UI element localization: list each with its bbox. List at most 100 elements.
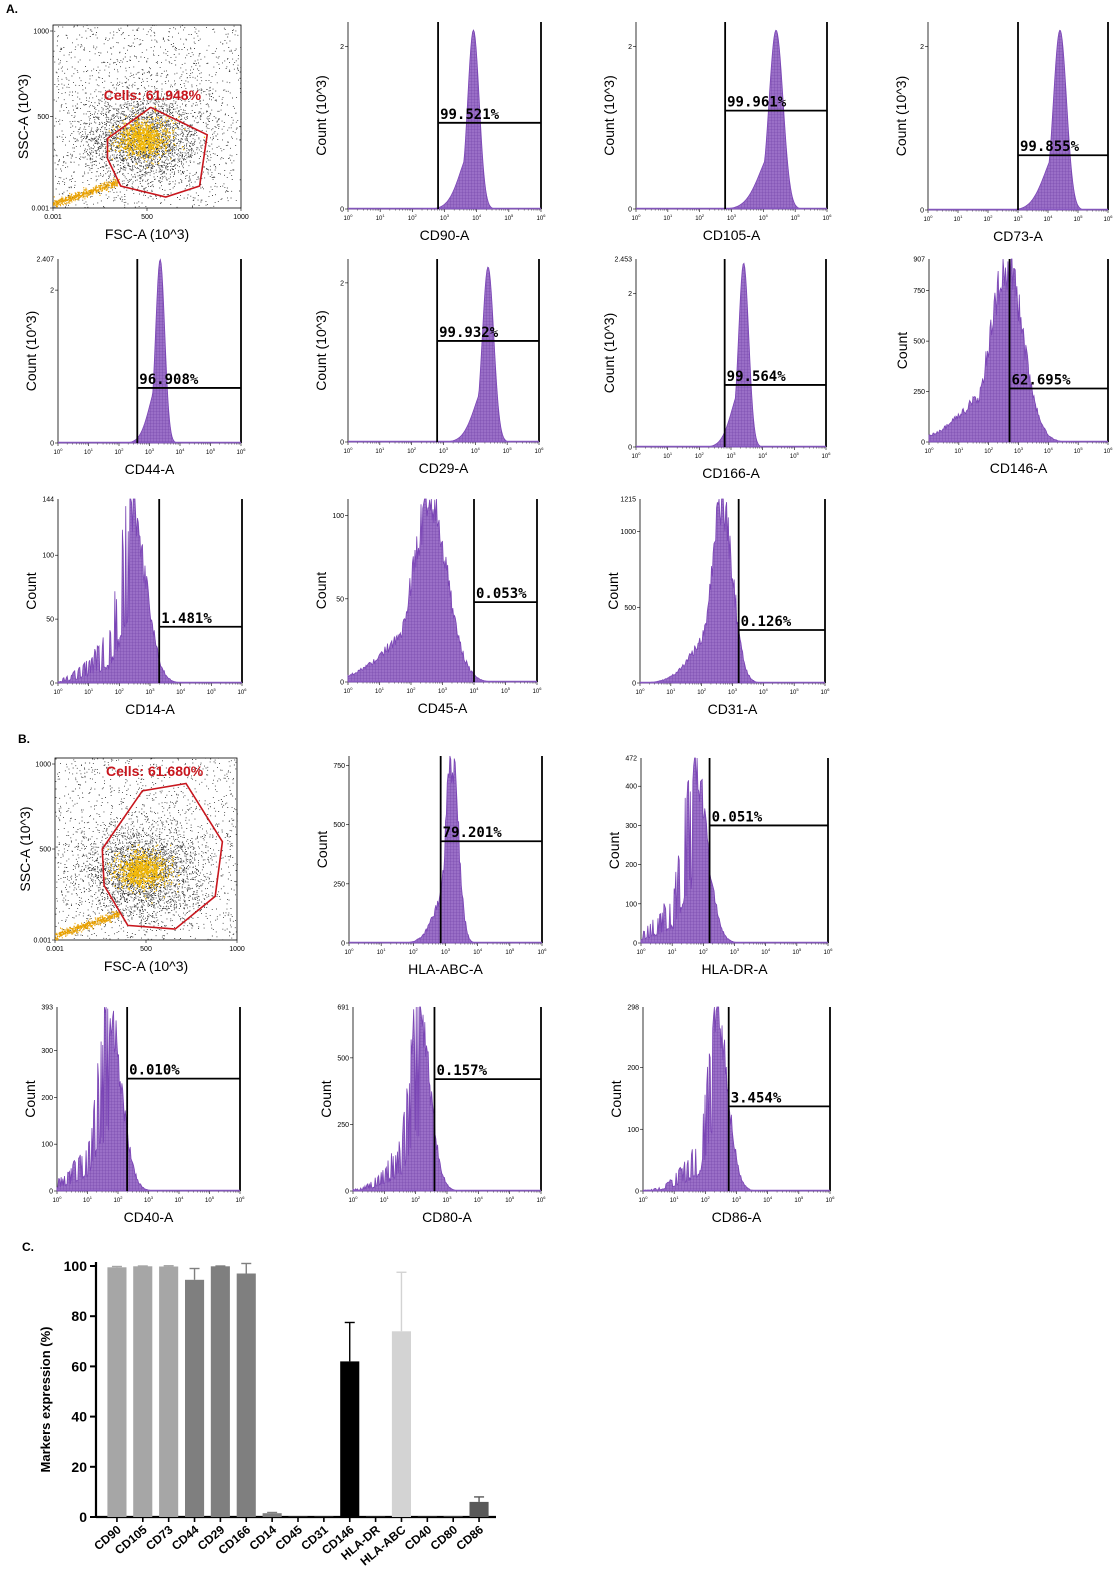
y-tick-label: 0 bbox=[49, 1189, 53, 1196]
y-tick-label: 0 bbox=[50, 681, 54, 688]
y-tick-label: 400 bbox=[625, 784, 637, 791]
y-tick-label: 0 bbox=[79, 1509, 87, 1525]
y-tick-label: 250 bbox=[913, 389, 925, 396]
bar-cd86 bbox=[469, 1501, 489, 1517]
x-axis-label: HLA-ABC-A bbox=[408, 961, 483, 977]
x-tick-label: 106 bbox=[537, 1195, 547, 1204]
x-tick-label: 101 bbox=[670, 1195, 680, 1204]
x-tick-label: 102 bbox=[701, 1195, 711, 1204]
x-axis-label: CD73-A bbox=[993, 228, 1043, 244]
y-tick-label: 50 bbox=[336, 596, 344, 603]
y-tick-label: 750 bbox=[913, 288, 925, 295]
x-tick-label: 102 bbox=[695, 451, 705, 460]
histogram-cd80: 100 101 102 103 104 105 106 0 250 500 691 0.157% CD8… bbox=[318, 1005, 546, 1226]
x-tick-label: 104 bbox=[472, 213, 482, 222]
x-axis-label: FSC-A (10^3) bbox=[105, 226, 189, 242]
y-tick-label: 100 bbox=[332, 513, 344, 520]
y-tick-label: 0 bbox=[340, 207, 344, 214]
x-tick-label: 103 bbox=[145, 447, 155, 456]
y-tick-label: 250 bbox=[333, 881, 345, 888]
y-axis-label: Count (10^3) bbox=[313, 310, 329, 391]
x-tick-label: 102 bbox=[699, 947, 709, 956]
y-tick-label: 2 bbox=[628, 44, 632, 51]
bar-hla-abc bbox=[391, 1331, 411, 1517]
x-tick-label: 104 bbox=[758, 451, 768, 460]
x-axis-label: CD14-A bbox=[125, 701, 175, 717]
y-axis-label: Count bbox=[606, 832, 622, 869]
bar-cd73 bbox=[159, 1266, 179, 1517]
y-axis-label: Count (10^3) bbox=[313, 75, 329, 156]
bar-cd166 bbox=[236, 1273, 256, 1517]
gate-percent-label: 99.564% bbox=[727, 369, 787, 385]
x-axis-label: CD40-A bbox=[124, 1209, 174, 1225]
y-tick-label: 2 bbox=[920, 44, 924, 51]
y-tick-label: 0 bbox=[632, 681, 636, 688]
x-tick-label: 103 bbox=[727, 451, 737, 460]
x-tick-label: 103 bbox=[440, 213, 450, 222]
x-tick-label: 106 bbox=[238, 687, 248, 696]
category-label-cd86: CD86 bbox=[453, 1522, 486, 1553]
x-tick-label: 103 bbox=[439, 446, 449, 455]
x-tick-label: 105 bbox=[205, 1195, 215, 1204]
x-tick-label: 101 bbox=[954, 446, 964, 455]
scatter-b-scatter: Cells: 61.680% 0.001 500 1000 0.001 500 1000 FS… bbox=[17, 757, 245, 974]
gate-label: Cells: 61.948% bbox=[104, 87, 202, 103]
y-tick-label: 300 bbox=[625, 823, 637, 830]
y-axis-label: Count bbox=[605, 572, 621, 609]
x-tick-label: 1000 bbox=[233, 214, 249, 221]
y-tick-label: 100 bbox=[42, 553, 54, 560]
x-tick-label: 103 bbox=[732, 1195, 742, 1204]
x-axis-label: CD86-A bbox=[712, 1209, 762, 1225]
x-tick-label: 500 bbox=[141, 214, 153, 221]
x-tick-label: 105 bbox=[1074, 446, 1084, 455]
debris-dots bbox=[53, 177, 120, 208]
x-tick-label: 104 bbox=[759, 213, 769, 222]
histogram-cd31: 100 101 102 103 104 105 106 0 500 1000 1215 0.126% C… bbox=[605, 497, 830, 718]
x-tick-label: 101 bbox=[375, 446, 385, 455]
x-tick-label: 103 bbox=[441, 947, 451, 956]
bar-cd90 bbox=[107, 1267, 127, 1517]
x-tick-label: 106 bbox=[822, 451, 832, 460]
x-tick-label: 100 bbox=[924, 214, 934, 223]
gate-percent-label: 99.961% bbox=[727, 95, 787, 111]
y-tick-label: 20 bbox=[71, 1459, 87, 1475]
x-tick-label: 101 bbox=[83, 1195, 93, 1204]
histogram-area bbox=[58, 258, 241, 444]
histogram-cd86: 10010110210310410510601002002983.454%CD8… bbox=[608, 1005, 835, 1226]
x-tick-label: 105 bbox=[792, 947, 802, 956]
x-axis-label: FSC-A (10^3) bbox=[104, 958, 188, 974]
x-tick-label: 105 bbox=[791, 213, 801, 222]
cell-gate-polygon bbox=[106, 106, 209, 198]
x-tick-label: 104 bbox=[474, 1195, 484, 1204]
y-tick-label: 60 bbox=[71, 1358, 87, 1374]
x-axis-label: CD31-A bbox=[708, 701, 758, 717]
y-tick-label: 100 bbox=[625, 901, 637, 908]
x-tick-label: 101 bbox=[84, 687, 94, 696]
category-label-cd40: CD40 bbox=[402, 1522, 435, 1553]
gate-percent-label: 99.521% bbox=[440, 107, 500, 123]
x-tick-label: 103 bbox=[443, 1195, 453, 1204]
x-axis-label: CD166-A bbox=[702, 465, 760, 481]
gate-percent-label: 96.908% bbox=[139, 372, 199, 388]
y-axis-label: Count (10^3) bbox=[23, 311, 39, 392]
x-tick-label: 105 bbox=[501, 686, 511, 695]
y-max-label: 2.453 bbox=[614, 257, 632, 264]
x-tick-label: 103 bbox=[727, 213, 737, 222]
panel-label-b: B. bbox=[18, 732, 30, 746]
cell-gate-polygon bbox=[101, 782, 224, 930]
bar-cd29 bbox=[210, 1266, 230, 1517]
x-axis-label: CD146-A bbox=[990, 460, 1048, 476]
x-tick-label: 101 bbox=[663, 451, 673, 460]
x-tick-label: 102 bbox=[984, 214, 994, 223]
x-tick-label: 103 bbox=[728, 687, 738, 696]
x-tick-label: 104 bbox=[1044, 214, 1054, 223]
x-tick-label: 100 bbox=[345, 947, 355, 956]
histogram-cd44: 100 101 102 103 104 105 106 0 2 2.407 96.908% CD44-… bbox=[23, 257, 246, 478]
y-tick-label: 200 bbox=[625, 862, 637, 869]
y-tick-label: 100 bbox=[41, 1142, 53, 1149]
y-tick-label: 500 bbox=[37, 114, 49, 121]
gate-percent-label: 0.157% bbox=[436, 1063, 487, 1079]
x-tick-label: 101 bbox=[376, 213, 386, 222]
x-tick-label: 102 bbox=[411, 1195, 421, 1204]
y-max-label: 1215 bbox=[620, 497, 636, 504]
